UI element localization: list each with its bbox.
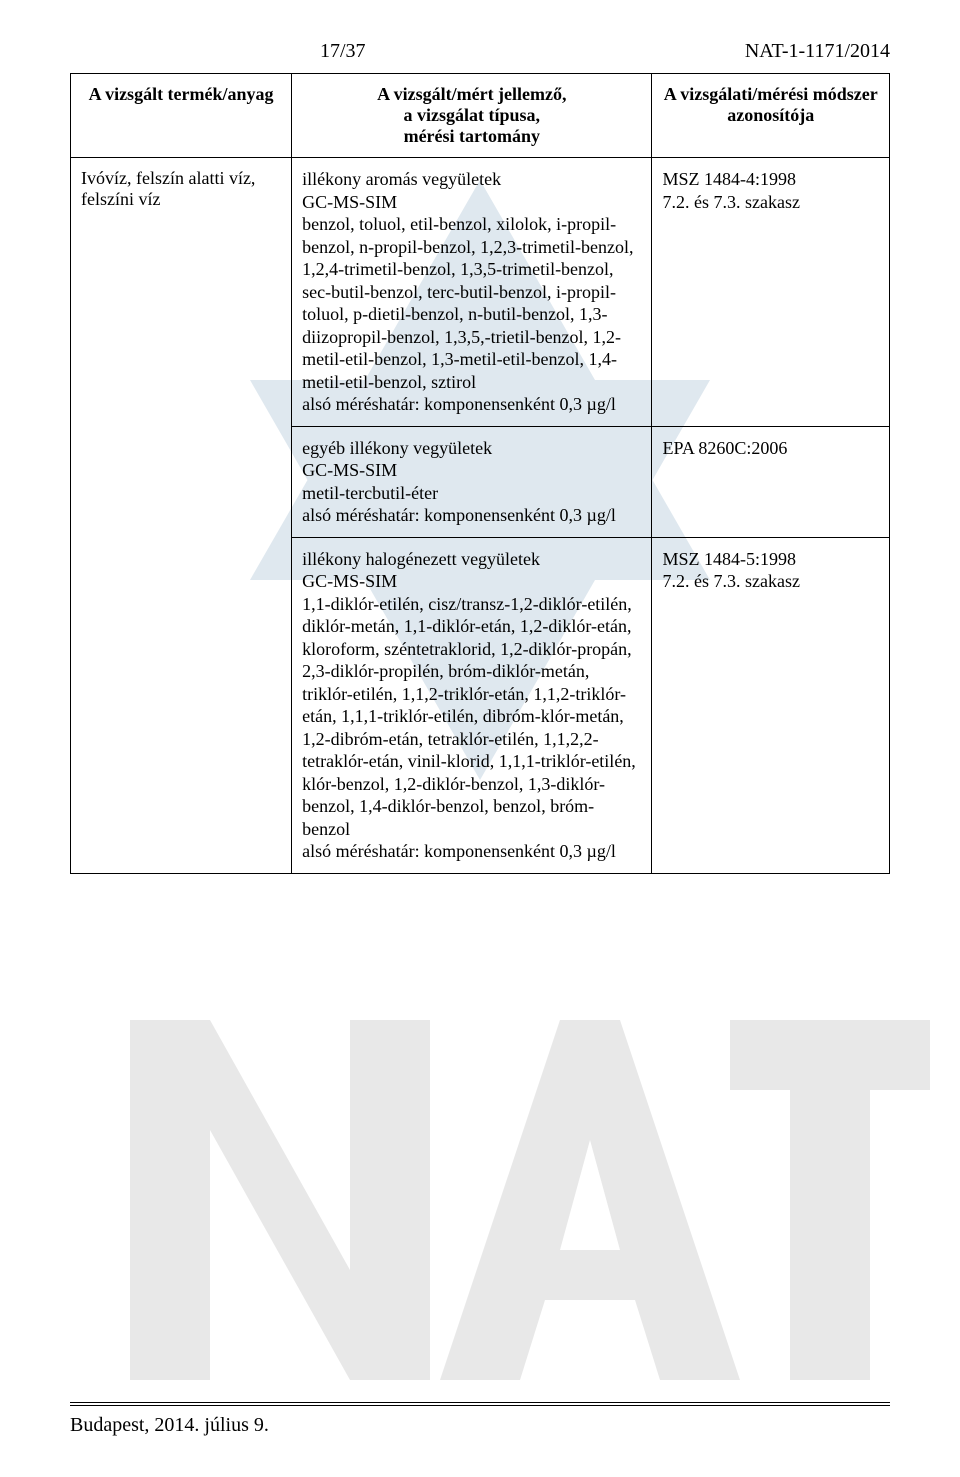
footer-date: Budapest, 2014. július 9. [70, 1406, 890, 1437]
doc-reference: NAT-1-1171/2014 [745, 40, 890, 63]
cell-product: Ivóvíz, felszín alatti víz, felszíni víz [71, 158, 292, 874]
cell-characteristic: egyéb illékony vegyületek GC-MS-SIM meti… [292, 426, 652, 537]
col-header-characteristic: A vizsgált/mért jellemző, a vizsgálat tí… [292, 74, 652, 158]
cell-method: EPA 8260C:2006 [652, 426, 890, 537]
page-number: 17/37 [70, 40, 366, 63]
table-header-row: A vizsgált termék/anyag A vizsgált/mért … [71, 74, 890, 158]
cell-method: MSZ 1484-4:1998 7.2. és 7.3. szakasz [652, 158, 890, 427]
cell-method: MSZ 1484-5:1998 7.2. és 7.3. szakasz [652, 537, 890, 873]
col-header-product: A vizsgált termék/anyag [71, 74, 292, 158]
col-header-method: A vizsgálati/mérési módszer azonosítója [652, 74, 890, 158]
page-footer: Budapest, 2014. július 9. [70, 1402, 890, 1437]
cell-characteristic: illékony aromás vegyületek GC-MS-SIM ben… [292, 158, 652, 427]
page-header: 17/37 NAT-1-1171/2014 [70, 40, 890, 73]
table-row: Ivóvíz, felszín alatti víz, felszíni víz… [71, 158, 890, 427]
methods-table: A vizsgált termék/anyag A vizsgált/mért … [70, 73, 890, 874]
cell-characteristic: illékony halogénezett vegyületek GC-MS-S… [292, 537, 652, 873]
